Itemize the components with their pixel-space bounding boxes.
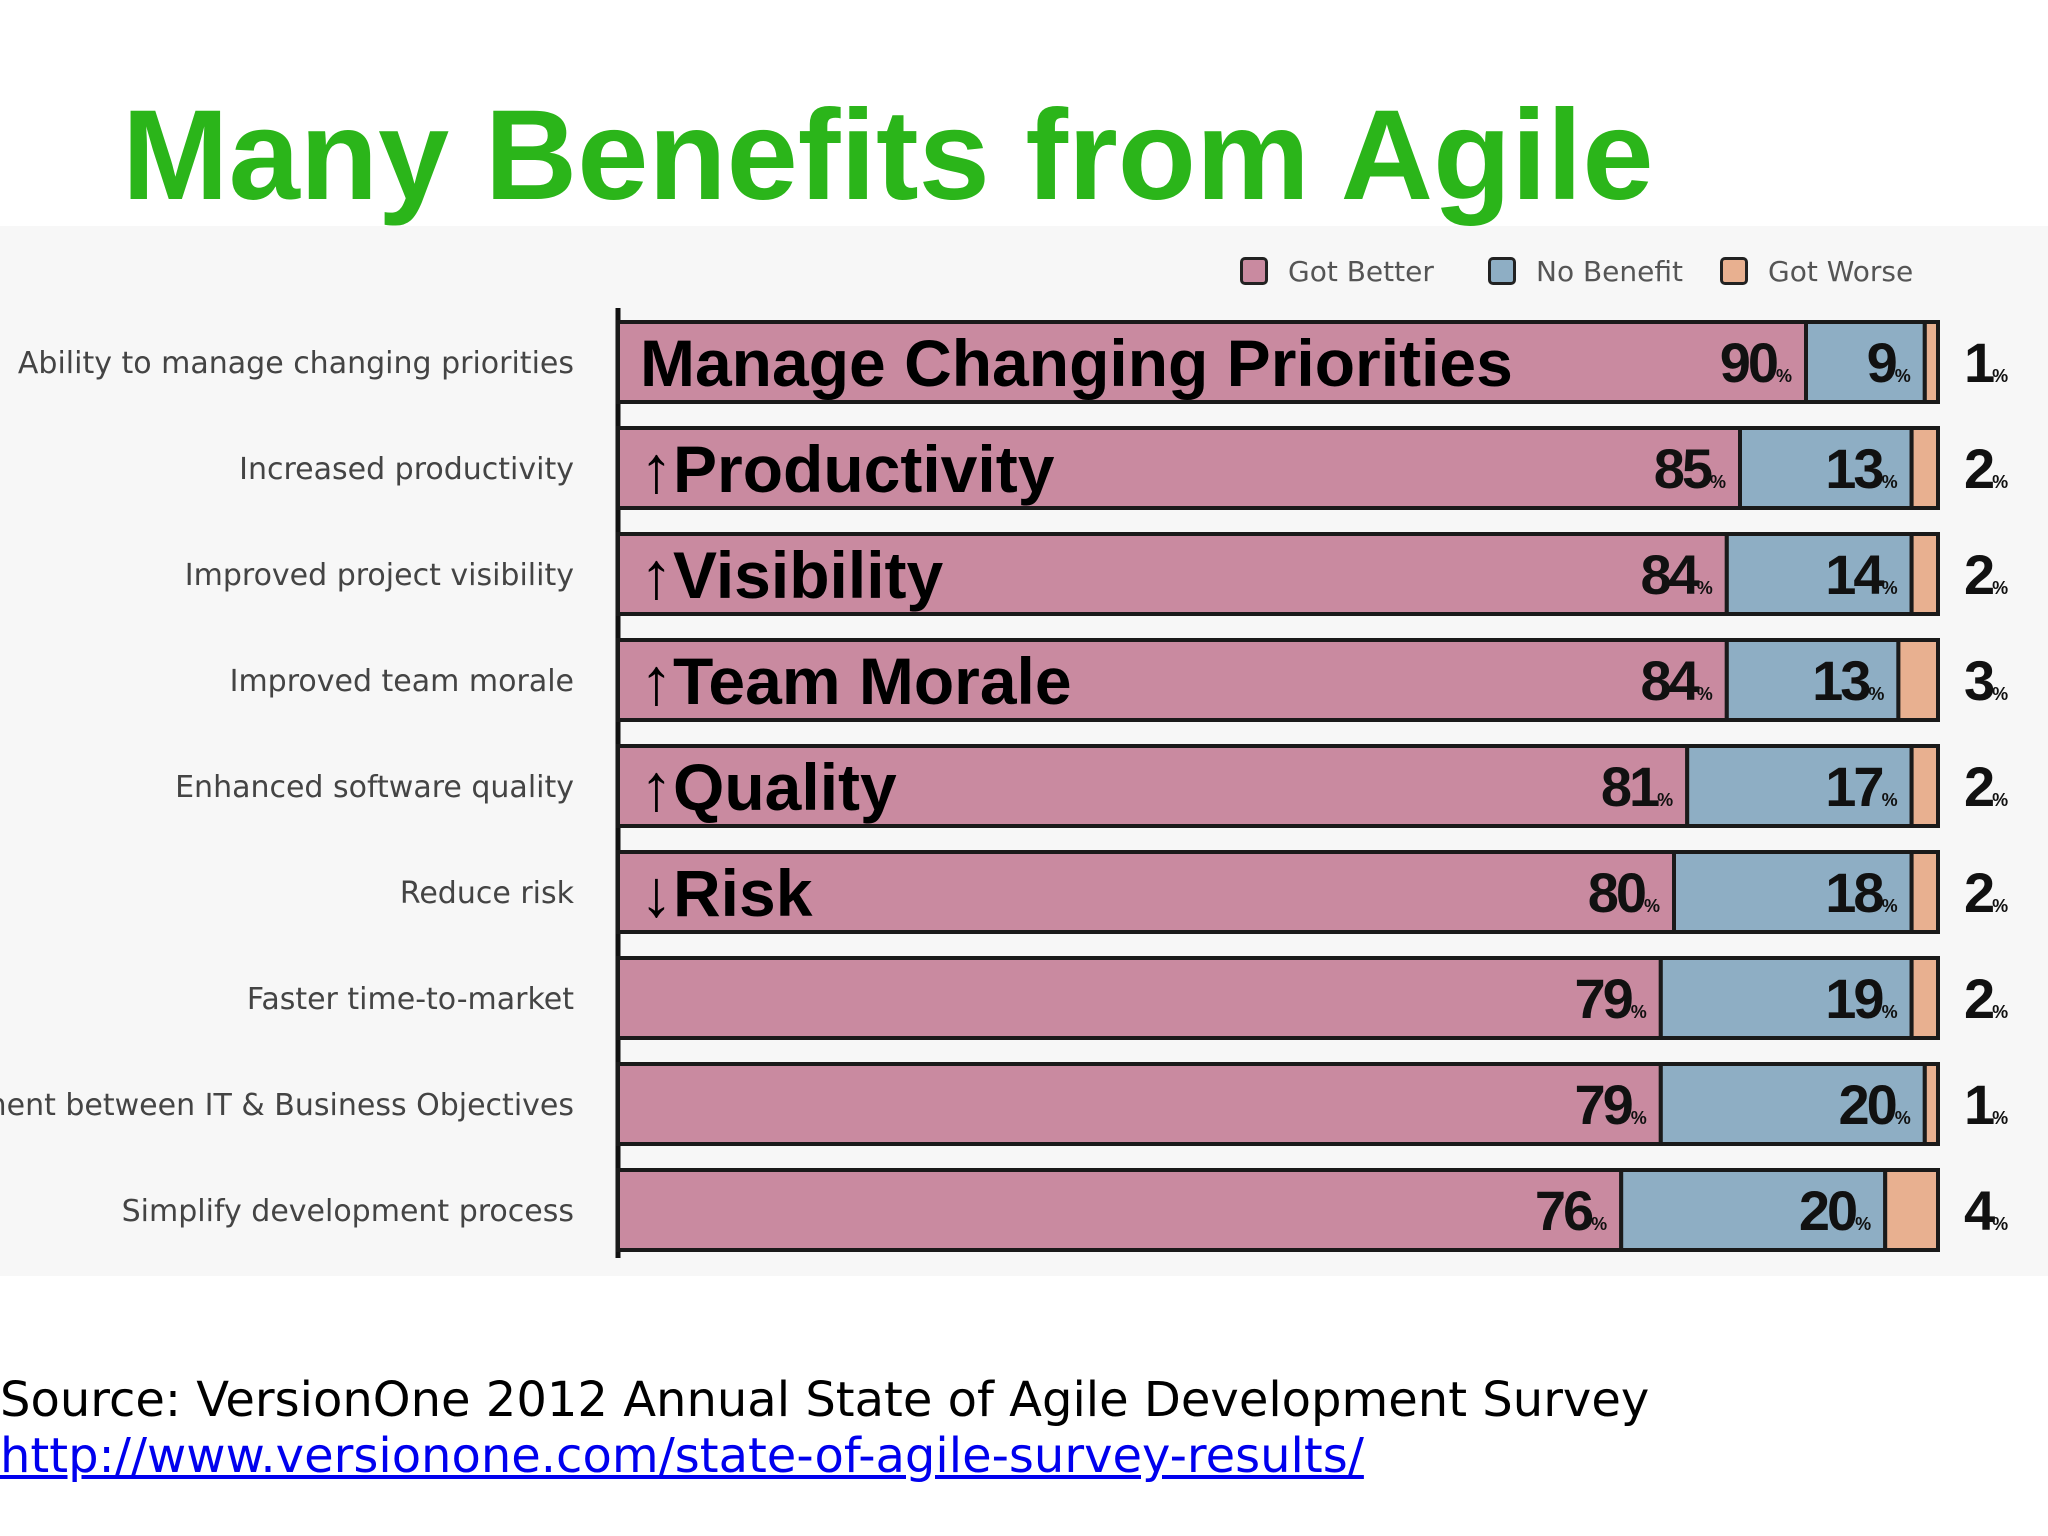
value-label-got-worse: 2% <box>1964 861 2008 924</box>
bar-segment-got-worse <box>1922 320 1941 404</box>
source-citation: Source: VersionOne 2012 Annual State of … <box>0 1372 1650 1428</box>
chart-area: Ability to manage changing priorities 90%… <box>0 226 2048 1276</box>
value-label-got-worse: 4% <box>1964 1179 2008 1242</box>
bar-segment-got-better <box>616 1062 1663 1146</box>
bar-segment-no-benefit <box>1672 850 1914 934</box>
value-label-got-better: 84% <box>1640 649 1712 712</box>
value-label-got-worse: 1% <box>1964 331 2008 394</box>
bar-overlay-label: ↓Risk <box>640 856 813 930</box>
bar-overlay-label: Manage Changing Priorities <box>640 326 1513 400</box>
value-label-no-benefit: 13% <box>1812 649 1884 712</box>
bar-segment-got-better <box>616 638 1729 722</box>
value-label-got-better: 84% <box>1640 543 1712 606</box>
category-label: Improved project visibility <box>185 558 574 593</box>
bar-segment-got-worse <box>1909 532 1940 616</box>
value-label-got-better: 76% <box>1535 1179 1607 1242</box>
bar-segment-got-worse <box>1909 426 1940 510</box>
value-label-no-benefit: 18% <box>1825 861 1897 924</box>
bar-segment-got-worse <box>1909 850 1940 934</box>
bar-overlay-label: ↑Quality <box>640 750 897 824</box>
category-label: Ability to manage changing priorities <box>18 346 574 381</box>
value-label-got-worse: 2% <box>1964 543 2008 606</box>
value-label-got-better: 90% <box>1720 331 1792 394</box>
value-label-got-worse: 2% <box>1964 437 2008 500</box>
legend-label: Got Worse <box>1768 254 1914 288</box>
bar-segment-got-worse <box>1883 1168 1940 1252</box>
legend-item-got-better: Got Better <box>1240 255 1434 288</box>
bar-segment-got-worse <box>1909 744 1940 828</box>
bar-segment-no-benefit <box>1685 744 1914 828</box>
value-label-no-benefit: 13% <box>1825 437 1897 500</box>
value-label-got-better: 80% <box>1588 861 1660 924</box>
legend-swatch <box>1720 257 1748 285</box>
category-label: Reduce risk <box>400 876 575 911</box>
category-label: Increased productivity <box>239 452 574 487</box>
legend-item-no-benefit: No Benefit <box>1488 255 1683 288</box>
value-label-no-benefit: 14% <box>1825 543 1897 606</box>
bar-segment-got-worse <box>1896 638 1941 722</box>
bar-segment-no-benefit <box>1724 532 1914 616</box>
bar-segment-got-better <box>616 532 1729 616</box>
category-label: ment between IT & Business Objectives <box>0 1088 574 1123</box>
bar-segment-no-benefit <box>1738 426 1914 510</box>
bar-segment-no-benefit <box>1804 320 1927 404</box>
value-label-got-better: 81% <box>1601 755 1673 818</box>
value-label-got-worse: 3% <box>1964 649 2008 712</box>
bar-segment-no-benefit <box>1658 1062 1927 1146</box>
bar-segment-no-benefit <box>1619 1168 1888 1252</box>
legend-label: No Benefit <box>1536 254 1683 288</box>
bar-segment-got-worse <box>1922 1062 1941 1146</box>
bar-segment-got-worse <box>1909 956 1940 1040</box>
chart-legend: Got Better No Benefit Got Worse <box>0 253 2048 289</box>
value-label-got-worse: 2% <box>1964 755 2008 818</box>
value-label-got-better: 79% <box>1574 967 1646 1030</box>
bar-segment-no-benefit <box>1658 956 1914 1040</box>
bar-segment-got-better <box>616 1168 1624 1252</box>
legend-item-got-worse: Got Worse <box>1720 255 1913 288</box>
category-label: Enhanced software quality <box>175 770 574 805</box>
value-label-got-better: 85% <box>1654 437 1726 500</box>
bar-segment-got-better <box>616 956 1663 1040</box>
category-label: Simplify development process <box>122 1194 574 1229</box>
value-label-got-worse: 1% <box>1964 1073 2008 1136</box>
source-link[interactable]: http://www.versionone.com/state-of-agile… <box>0 1428 1364 1484</box>
legend-label: Got Better <box>1288 254 1434 288</box>
legend-swatch <box>1240 257 1268 285</box>
bar-overlay-label: ↑Productivity <box>640 432 1055 506</box>
value-label-no-benefit: 17% <box>1825 755 1897 818</box>
category-label: Faster time-to-market <box>247 982 574 1017</box>
bar-segment-no-benefit <box>1724 638 1901 722</box>
bar-overlay-label: ↑Visibility <box>640 538 944 612</box>
stacked-bar-chart: Ability to manage changing priorities 90%… <box>0 308 2008 1258</box>
value-label-no-benefit: 19% <box>1825 967 1897 1030</box>
bar-overlay-label: ↑Team Morale <box>640 644 1072 718</box>
category-label: Improved team morale <box>230 664 574 699</box>
value-label-no-benefit: 20% <box>1799 1179 1871 1242</box>
slide-title: Many Benefits from Agile <box>122 84 1654 227</box>
bar-segment-got-better <box>616 850 1676 934</box>
value-label-got-better: 79% <box>1574 1073 1646 1136</box>
value-label-no-benefit: 9% <box>1867 331 1911 394</box>
value-label-got-worse: 2% <box>1964 967 2008 1030</box>
value-label-no-benefit: 20% <box>1838 1073 1910 1136</box>
legend-swatch <box>1488 257 1516 285</box>
bar-segment-got-better <box>616 744 1690 828</box>
